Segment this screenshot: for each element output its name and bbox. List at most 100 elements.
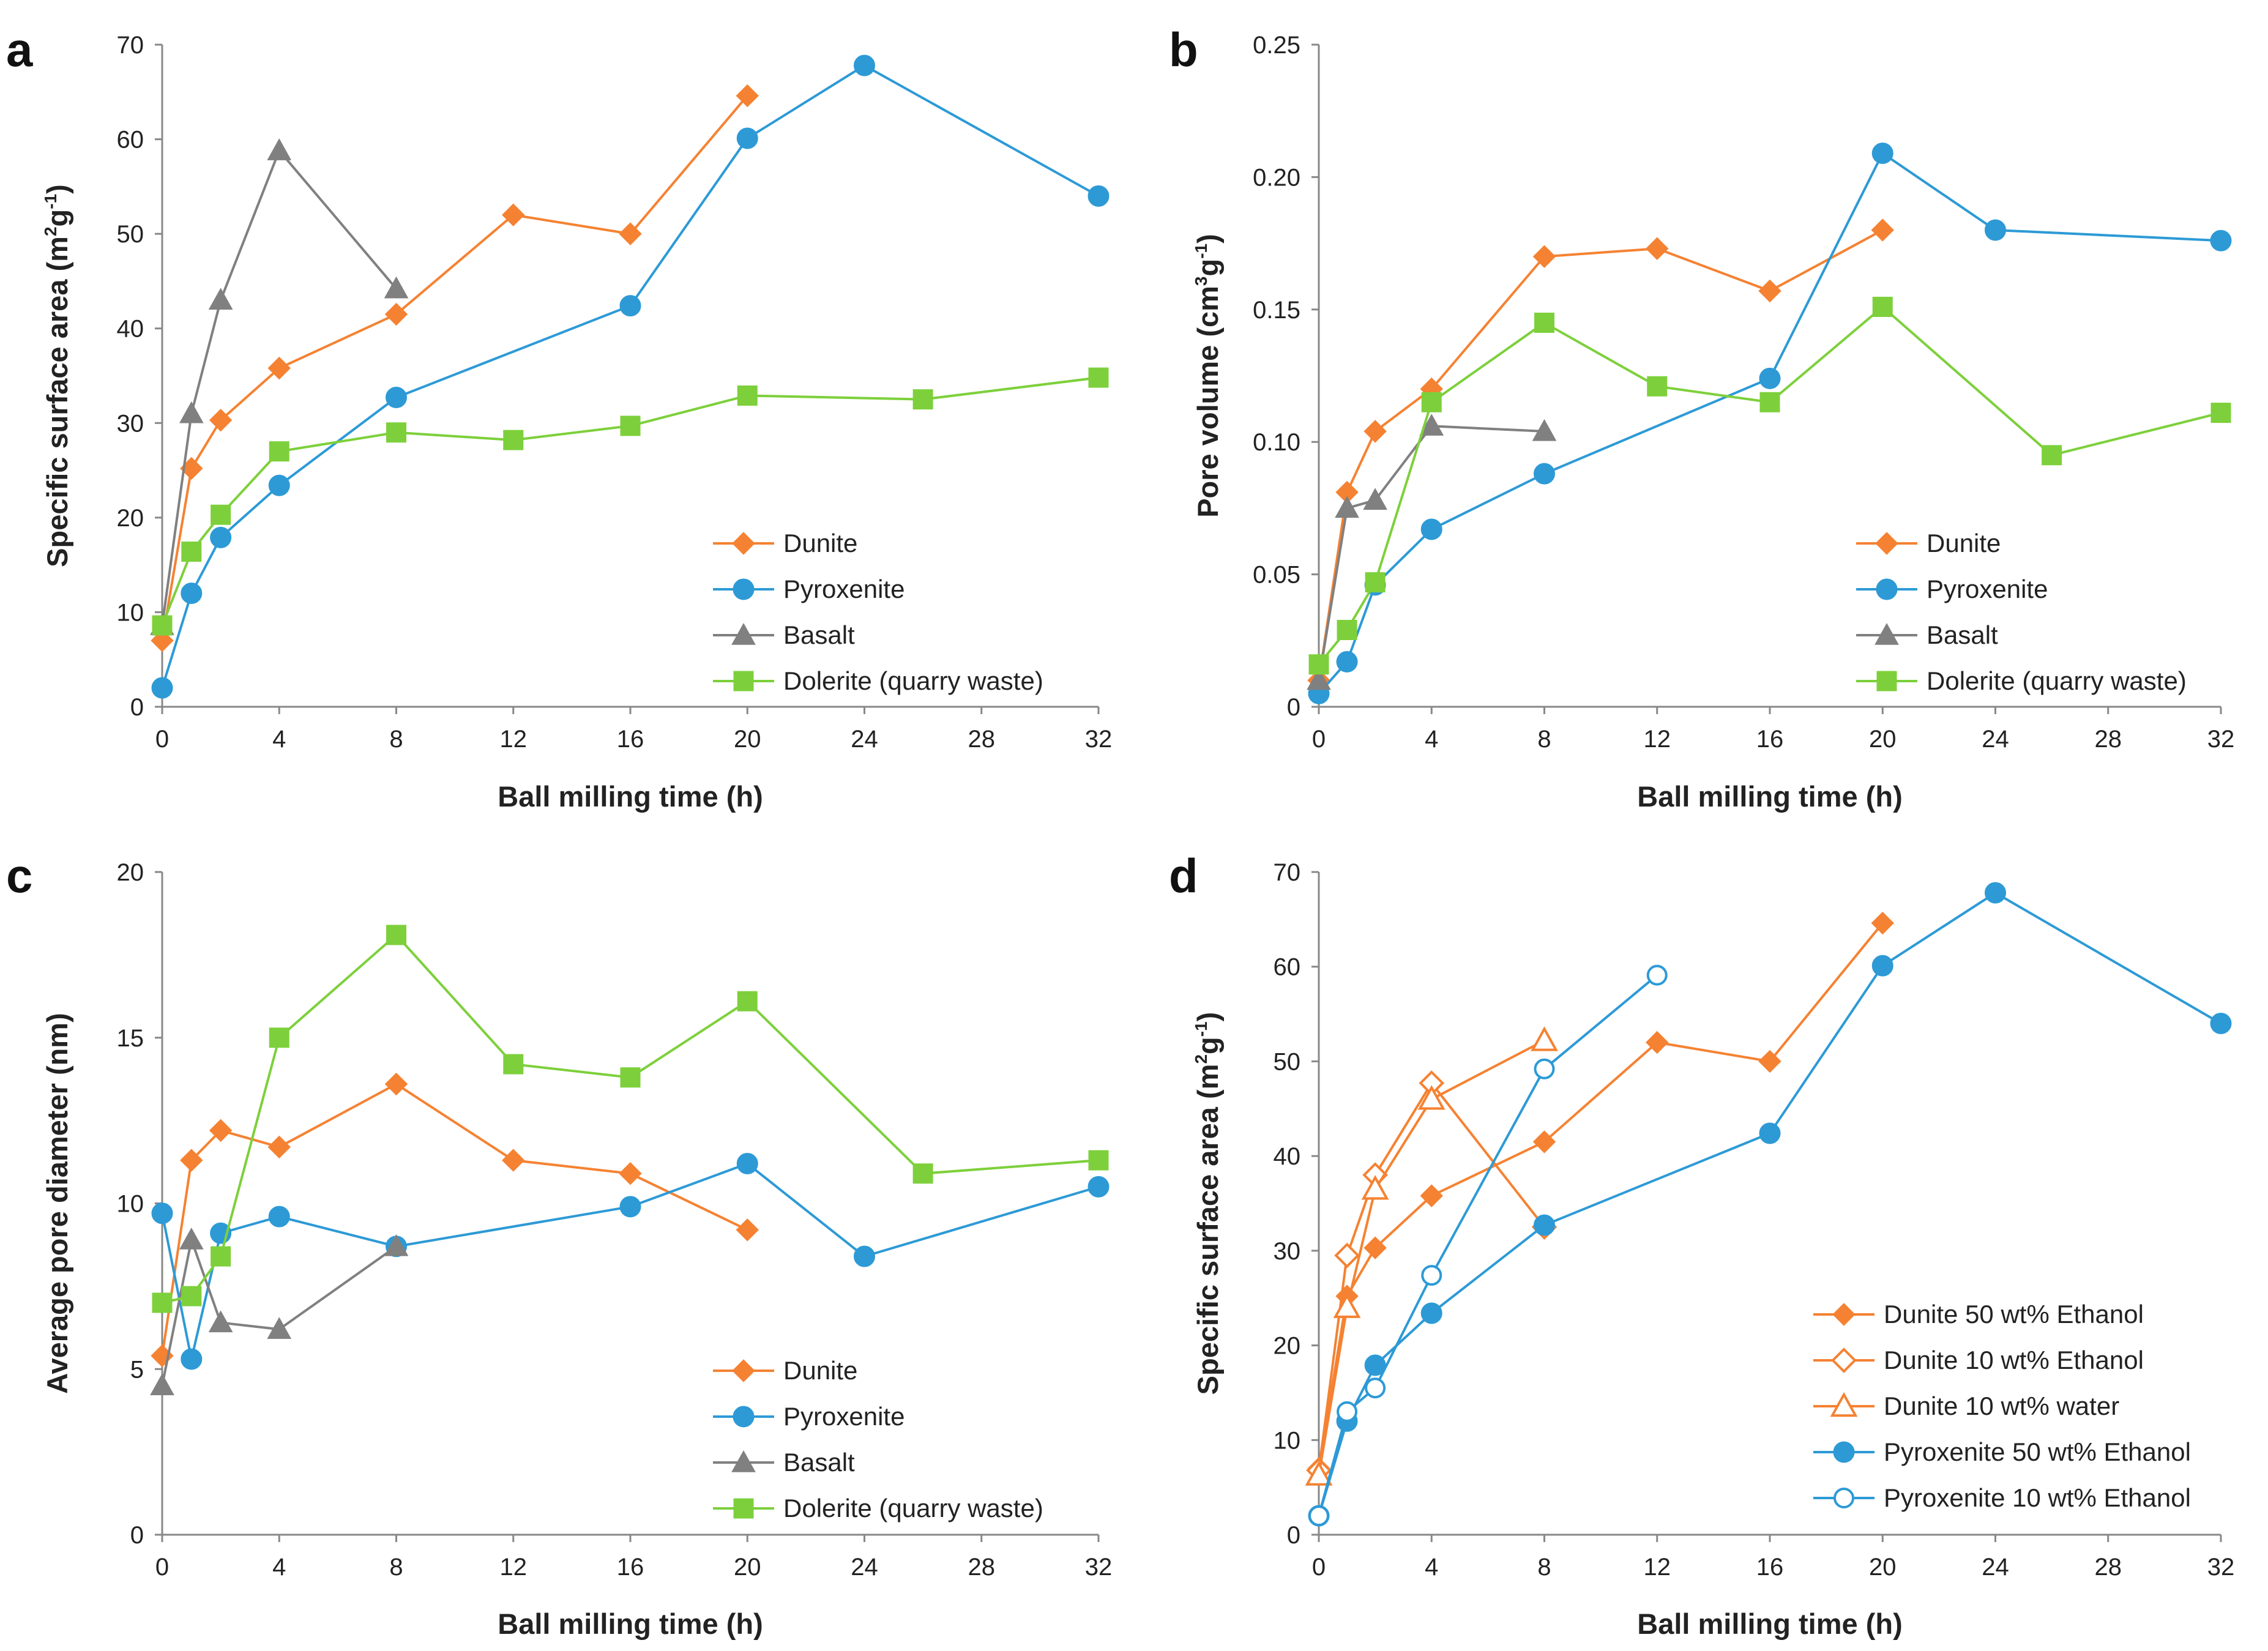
data-point [384,1072,408,1096]
data-point [1758,279,1781,303]
data-point [1361,1175,1389,1200]
legend-label: Basalt [783,621,855,649]
legend-marker [1875,532,1898,555]
x-axis-label: Ball milling time (h) [498,780,763,813]
x-tick-label: 28 [968,1554,996,1581]
y-tick-label: 10 [1274,1427,1301,1454]
data-point [502,1149,525,1172]
data-point [1307,668,1331,690]
y-tick-label: 30 [117,410,144,437]
y-tick-label: 5 [130,1356,144,1383]
data-point [1336,650,1358,673]
legend-marker [1833,1488,1854,1508]
x-tick-label: 32 [2207,1554,2235,1581]
x-axis-label: Ball milling time (h) [1637,780,1902,813]
x-tick-label: 32 [1085,726,1113,753]
data-point [2042,445,2062,466]
data-point [1759,367,1781,389]
data-point [208,288,233,310]
data-point [736,1153,758,1175]
series-b-0 [1307,218,1894,692]
series-c-2 [150,1228,409,1396]
y-axis-label: Specific surface area (m2g-1) [41,184,73,567]
series-line [1318,229,1884,681]
data-point [619,1196,641,1218]
x-tick-label: 0 [155,726,169,753]
x-tick-label: 16 [1756,726,1784,753]
y-tick-label: 0 [130,694,144,721]
y-tick-label: 60 [1274,954,1301,981]
legend-label: Dunite [1927,529,2001,557]
data-point [1985,882,2006,904]
data-point [267,1135,291,1159]
legend-label: Pyroxenite 50 wt% Ethanol [1884,1437,2191,1466]
legend-label: Dunite 50 wt% Ethanol [1884,1300,2144,1329]
data-point [620,416,641,436]
data-point [1872,296,1893,317]
legend-d: Dunite 50 wt% Ethanol Dunite 10 wt% Ethan… [1813,1300,2191,1512]
y-axis-label-superscript: -1 [41,194,60,209]
y-axis-label-part: Specific surface area (m [1192,1064,1224,1395]
x-tick-label: 12 [1644,726,1671,753]
data-point [912,389,933,410]
series-c-3 [152,925,1109,1313]
legend-label: Dolerite (quarry waste) [783,666,1043,695]
data-point [1421,392,1442,412]
data-point [1420,518,1442,540]
data-point [1334,1242,1360,1269]
series-a-1 [151,54,1110,699]
data-point [268,1206,290,1228]
legend-label: Pyroxenite [1927,575,2048,603]
data-point [502,203,525,226]
x-tick-label: 28 [2095,726,2122,753]
y-axis-label-part: ) [1192,234,1224,244]
x-tick-label: 16 [617,726,644,753]
legend-a: Dunite Pyroxenite Basalt Dolerite (quarry w… [713,529,1043,695]
data-point [152,1292,173,1313]
legend-marker [1876,671,1897,691]
data-point [269,441,289,462]
panel-letter-a: a [6,23,33,76]
y-tick-label: 70 [1274,859,1301,886]
series-line [1318,974,1658,1516]
y-axis-label-part: ) [1192,1012,1224,1022]
x-tick-label: 0 [155,1554,169,1581]
data-point [181,1348,203,1370]
data-point [737,385,758,406]
data-point [1871,142,1893,164]
data-point [1871,955,1893,977]
data-point [211,504,231,525]
data-point [268,474,290,496]
x-tick-label: 8 [389,726,403,753]
x-tick-label: 24 [851,1554,878,1581]
chart-panel-c: c 0 5 10 15 20 0 4 8 12 16 20 24 28 32 Ball milling tim… [6,849,1112,1640]
data-point [386,422,406,443]
data-point [1421,1265,1442,1286]
series-b-1 [1308,142,2232,704]
series-a-3 [152,367,1109,636]
legend-label: Dunite [783,529,857,557]
data-point [854,1245,875,1267]
x-axis-label: Ball milling time (h) [1637,1608,1902,1640]
data-point [1363,1236,1387,1259]
data-point [736,1218,759,1242]
panel-letter-d: d [1169,849,1198,903]
data-point [211,1246,231,1267]
legend-marker [731,622,756,645]
y-tick-label: 40 [1274,1143,1301,1170]
chart-panel-a: a 0 10 20 30 40 50 60 70 0 4 8 12 16 20 24 28 32 Ball mill… [6,23,1112,813]
data-point [1363,420,1387,443]
panel-letter-c: c [6,849,32,903]
y-tick-label: 0.10 [1253,429,1300,456]
legend-marker [733,671,754,691]
data-point [1647,376,1668,397]
legend-marker [1833,1441,1855,1463]
legend-b: Dunite Pyroxenite Basalt Dolerite (quarry w… [1856,529,2187,695]
data-point [1985,219,2006,241]
series-c-0 [151,1072,759,1368]
data-point [181,583,203,605]
y-axis-label-part: g [41,209,73,227]
data-point [2210,229,2232,252]
data-point [854,54,875,76]
series-line [161,1083,748,1356]
